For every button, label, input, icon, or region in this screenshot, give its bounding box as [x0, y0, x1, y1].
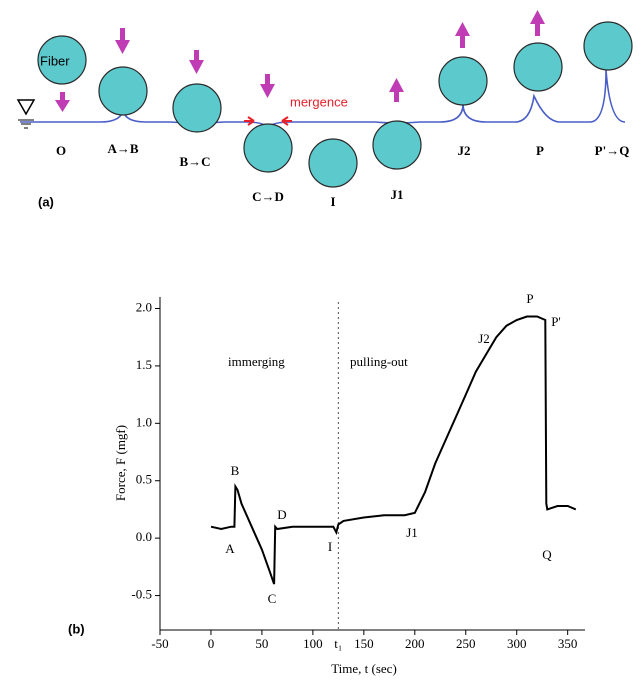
- stage-label: O: [56, 143, 66, 158]
- point-label: Q: [542, 547, 552, 562]
- panel-label: (a): [38, 194, 54, 209]
- diagram: Fiber mergence O A→B B→C C→D I J1 J2 P P…: [16, 10, 633, 209]
- y-tick-label: -0.5: [131, 587, 152, 602]
- fiber-circle: [438, 56, 488, 106]
- stage-label: I: [330, 194, 335, 209]
- panel-label: (b): [68, 621, 85, 636]
- point-label: J1: [406, 525, 418, 540]
- fiber-circle: [308, 138, 358, 188]
- fiber-circle: [37, 35, 87, 85]
- x-tick-label: 150: [354, 636, 374, 651]
- fiber-label: Fiber: [40, 53, 70, 68]
- x-tick-label: 0: [208, 636, 215, 651]
- force-curve: [210, 315, 577, 585]
- x-axis-title: Time, t (sec): [331, 661, 397, 676]
- stage-label: A→B: [107, 141, 138, 156]
- arrows: [55, 10, 545, 126]
- chart: (b) Time, t (sec) Force, F (mgf) -0.5 0.0…: [68, 291, 585, 676]
- point-label: P': [551, 314, 561, 329]
- y-axis-title: Force, F (mgf): [113, 425, 128, 501]
- t1-label: t₁: [334, 636, 342, 651]
- y-tick-label: 2.0: [136, 299, 152, 314]
- y-tick-label: 0.5: [136, 472, 152, 487]
- point-label: A: [225, 541, 235, 556]
- point-label: B: [231, 463, 240, 478]
- fiber-circle: [513, 42, 563, 92]
- fiber-circle: [98, 66, 148, 116]
- x-tick-label: 350: [558, 636, 578, 651]
- point-label: D: [277, 507, 286, 522]
- fiber-circle: [583, 21, 633, 71]
- point-label: I: [328, 539, 332, 554]
- ground-symbol: [18, 119, 34, 129]
- x-tick-label: 50: [255, 636, 268, 651]
- y-tick-label: 1.5: [136, 357, 152, 372]
- stage-label: J1: [391, 187, 404, 202]
- stage-label: B→C: [179, 154, 210, 169]
- water-symbol: [16, 99, 36, 116]
- point-label: C: [268, 591, 277, 606]
- fiber-circle: [243, 123, 293, 173]
- y-tick-label: 1.0: [136, 414, 152, 429]
- x-tick-label: 100: [303, 636, 323, 651]
- mergence-label: mergence: [290, 94, 348, 109]
- x-tick-label: 300: [507, 636, 527, 651]
- phase-label: pulling-out: [350, 354, 408, 369]
- x-tick-label: 200: [405, 636, 425, 651]
- x-tick-label: 250: [456, 636, 476, 651]
- point-label: P: [526, 291, 533, 306]
- phase-label: immerging: [228, 354, 285, 369]
- fiber-circle: [172, 83, 222, 133]
- stage-label: J2: [458, 143, 471, 158]
- point-label: J2: [478, 331, 490, 346]
- stage-label: C→D: [252, 189, 284, 204]
- stage-label: P'→Q: [595, 143, 630, 158]
- fiber-circle: [372, 120, 422, 170]
- stage-label: P: [536, 143, 544, 158]
- x-tick-label: -50: [151, 636, 168, 651]
- y-tick-label: 0.0: [136, 529, 152, 544]
